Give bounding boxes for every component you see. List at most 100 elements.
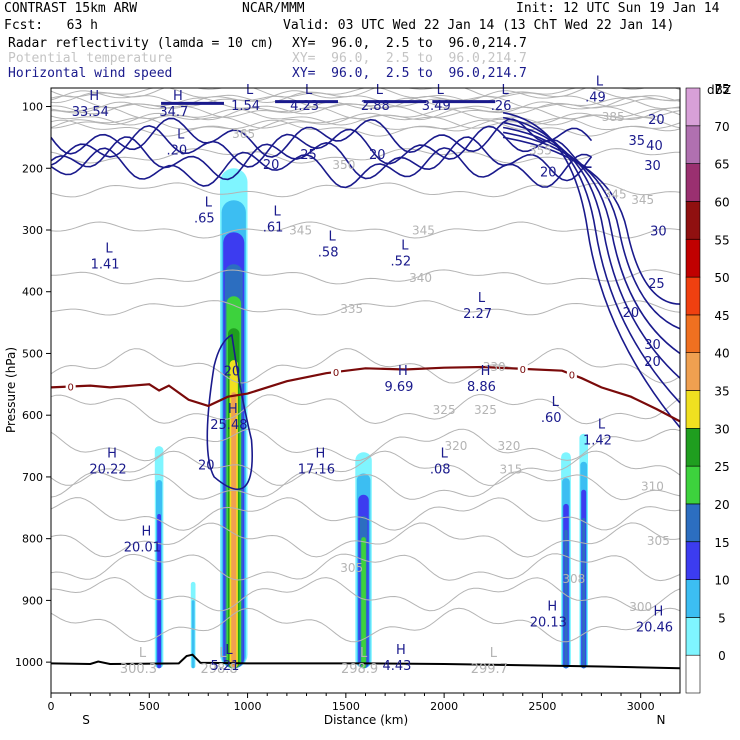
wind-label: 20: [369, 148, 386, 163]
y-tick-label: 500: [22, 347, 43, 360]
colorbar-label: 55: [714, 233, 729, 247]
field1-xy: XY= 96.0, 2.5 to 96.0,214.7: [292, 36, 527, 51]
theta-label: 308: [562, 572, 585, 586]
colorbar-swatch: [685, 87, 701, 127]
theta-contour: [51, 497, 680, 531]
freezing-level-label: 0: [520, 365, 526, 376]
extremum-value: 1.41: [91, 258, 120, 273]
extremum-kind: L: [441, 447, 449, 462]
extremum-kind: H: [142, 524, 152, 539]
wind-contour: [206, 333, 253, 490]
extremum-kind: H: [315, 447, 325, 462]
theta-contour: [51, 221, 680, 239]
colorbar-label: 50: [714, 271, 729, 285]
theta-label: 315: [500, 462, 523, 476]
wind-contour: [502, 136, 680, 305]
extremum-value: .26: [491, 99, 512, 114]
wind-label: 30: [644, 159, 661, 174]
extremum-value: 20.22: [89, 463, 126, 478]
theta-label: 350: [332, 158, 355, 172]
extremum-kind: L: [329, 229, 337, 244]
y-tick-label: 700: [22, 471, 43, 484]
wind-contour: [502, 131, 680, 330]
theta-label: 340: [409, 271, 432, 285]
extremum-kind: H: [547, 600, 557, 615]
x-axis-title: Distance (km): [324, 713, 408, 727]
colorbar-swatch: [685, 427, 701, 467]
main-convective-tower-40dbz: [231, 392, 237, 669]
cell-2620km-20dbz: [564, 529, 568, 669]
colorbar-swatch: [685, 579, 701, 618]
wind-contour: [502, 111, 680, 429]
colorbar-label: 10: [714, 574, 729, 588]
extremum-kind: L: [552, 395, 560, 410]
colorbar-label: 30: [714, 422, 729, 436]
freezing-level-line: [51, 365, 680, 423]
colorbar-swatch: [685, 390, 701, 429]
theta-contour: [51, 553, 680, 582]
wind-label: 25: [300, 148, 317, 163]
extremum-value: 20.01: [124, 540, 161, 555]
colorbar-label: 45: [714, 309, 729, 323]
extremum-value: .52: [391, 255, 412, 270]
colorbar-label: 0: [718, 649, 726, 663]
extremum-value: 4.43: [382, 659, 411, 674]
extremum-value: 8.86: [467, 380, 496, 395]
extremum-kind: L: [360, 646, 368, 661]
endpoint-left-label: S: [82, 713, 90, 727]
extremum-kind: L: [401, 239, 409, 254]
colorbar-label: 70: [714, 120, 729, 134]
theta-label: 300: [629, 600, 652, 614]
extremum-kind: L: [105, 242, 113, 257]
colorbar-label: 60: [714, 195, 729, 209]
extremum-kind: L: [219, 646, 227, 661]
colorbar-swatch: [685, 276, 701, 316]
y-tick-label: 400: [22, 286, 43, 299]
colorbar-swatch: [685, 541, 701, 580]
extremum-value: .49: [585, 90, 606, 105]
wind-contour: [51, 136, 593, 182]
model-name: CONTRAST 15km ARW: [4, 1, 138, 16]
theta-contour: [51, 182, 680, 198]
theta-label: 330: [483, 360, 506, 374]
y-tick-label: 600: [22, 409, 43, 422]
wind-label: 20: [263, 158, 280, 173]
theta-contour: [51, 88, 680, 98]
y-tick-label: 300: [22, 224, 43, 237]
extremum-value: 3.49: [422, 99, 451, 114]
extremum-value: .61: [263, 221, 284, 236]
extremum-kind: H: [173, 89, 183, 104]
colorbar-swatch: [685, 125, 701, 164]
extremum-value: .65: [194, 211, 215, 226]
freezing-label-bg: [566, 369, 577, 380]
wind-contour: [502, 116, 680, 404]
extremum-value: 2.88: [361, 99, 390, 114]
extremum-kind: L: [246, 83, 254, 98]
extremum-value: 20.46: [636, 621, 673, 636]
colorbar-label: 65: [714, 158, 729, 172]
theta-contour: [51, 394, 680, 425]
colorbar-swatch: [685, 503, 701, 542]
extremum-value: 4.23: [290, 99, 319, 114]
extremum-kind: L: [598, 418, 606, 433]
extremum-value: 17.16: [298, 463, 335, 478]
theta-contour: [51, 97, 680, 115]
extremum-kind: L: [502, 83, 510, 98]
extremum-value: .08: [430, 463, 451, 478]
theta-contour: [51, 348, 680, 384]
colorbar-label: 5: [718, 611, 726, 625]
theta-label: 320: [444, 439, 467, 453]
colorbar-label: 15: [714, 536, 729, 550]
forecast-hour: Fcst: 63 h: [4, 18, 98, 33]
colorbar-unit: dBZ: [707, 83, 731, 97]
x-tick-label: 2000: [430, 700, 458, 713]
freezing-label-bg: [331, 366, 342, 377]
theta-contour: [51, 112, 680, 129]
y-tick-label: 900: [22, 594, 43, 607]
colorbar-label: 40: [714, 347, 729, 361]
y-axis-title: Pressure (hPa): [4, 347, 18, 433]
theta-label: 345: [604, 188, 627, 202]
wind-label: 40: [646, 139, 663, 154]
colorbar-swatch: [685, 314, 701, 353]
extremum-value: .20: [166, 143, 187, 158]
